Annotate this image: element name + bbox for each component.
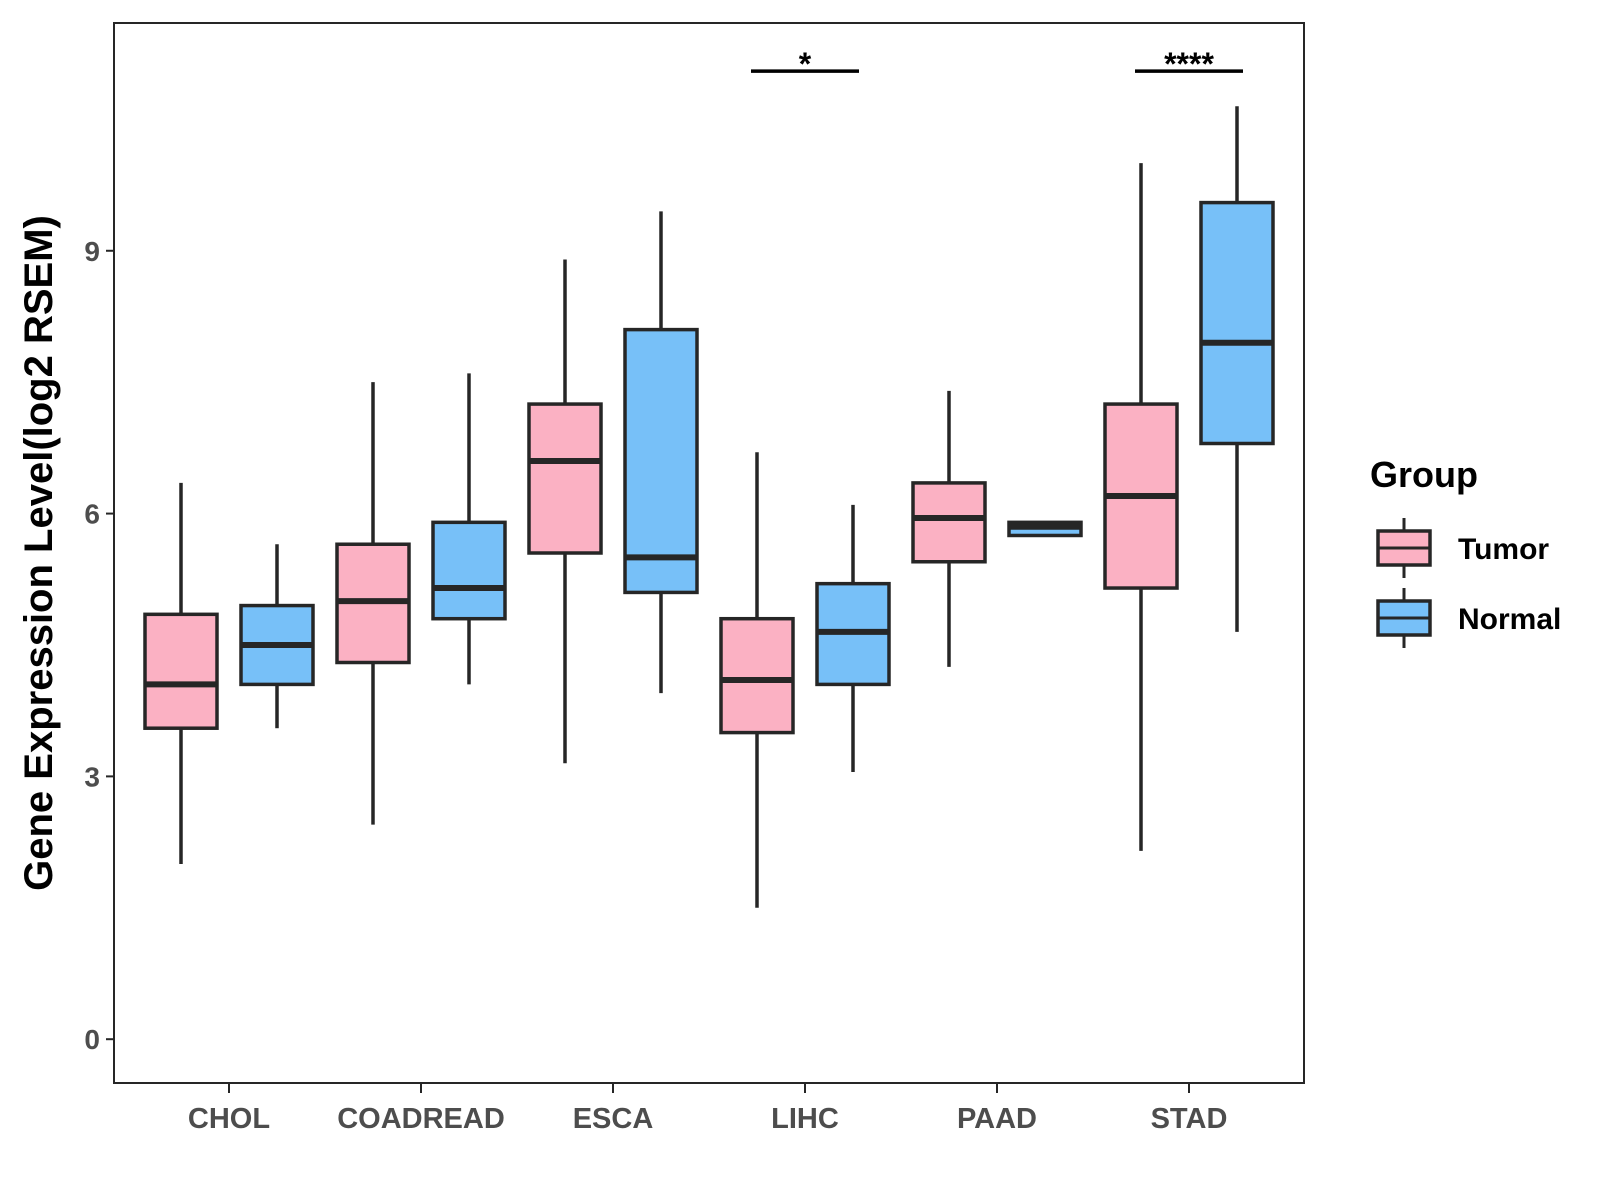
box-body (623, 327, 699, 595)
box-body (527, 402, 603, 555)
legend-label-tumor: Tumor (1458, 533, 1549, 566)
box-esca-normal (623, 211, 699, 694)
x-tick-label-esca: ESCA (573, 1103, 654, 1135)
legend-entry-normal: Normal (1376, 588, 1561, 648)
box-lihc-tumor (719, 452, 795, 908)
box-stad-normal (1199, 106, 1275, 632)
box-body (911, 481, 987, 564)
box-esca-tumor (527, 259, 603, 764)
box-chol-tumor (143, 482, 219, 864)
x-tick-label-paad: PAAD (957, 1103, 1037, 1135)
legend: Group Tumor Normal (1370, 454, 1561, 648)
box-paad-normal (1007, 520, 1083, 538)
box-lihc-normal (815, 504, 891, 773)
y-tick-label: 6 (84, 499, 100, 530)
box-body (143, 612, 219, 730)
y-tick-label: 3 (84, 761, 100, 792)
x-tick-label-lihc: LIHC (771, 1103, 839, 1135)
legend-entry-tumor: Tumor (1376, 518, 1549, 578)
y-tick-label: 0 (84, 1024, 100, 1055)
x-tick-label-stad: STAD (1151, 1103, 1228, 1135)
legend-title: Group (1370, 454, 1478, 495)
legend-label-normal: Normal (1458, 603, 1561, 636)
box-body (719, 616, 795, 735)
box-stad-tumor (1103, 163, 1179, 851)
x-tick-label-coadread: COADREAD (337, 1103, 505, 1135)
box-body (431, 520, 507, 621)
y-axis-title: Gene Expression Level(log2 RSEM) (17, 215, 61, 891)
significance-label: * (799, 46, 812, 82)
significance-label: **** (1164, 46, 1214, 82)
box-chol-normal (239, 544, 315, 729)
y-tick-label: 9 (84, 236, 100, 267)
box-body (1199, 200, 1275, 446)
x-tick-label-chol: CHOL (188, 1103, 270, 1135)
box-coadread-tumor (335, 382, 411, 825)
box-paad-tumor (911, 390, 987, 667)
box-coadread-normal (431, 373, 507, 685)
